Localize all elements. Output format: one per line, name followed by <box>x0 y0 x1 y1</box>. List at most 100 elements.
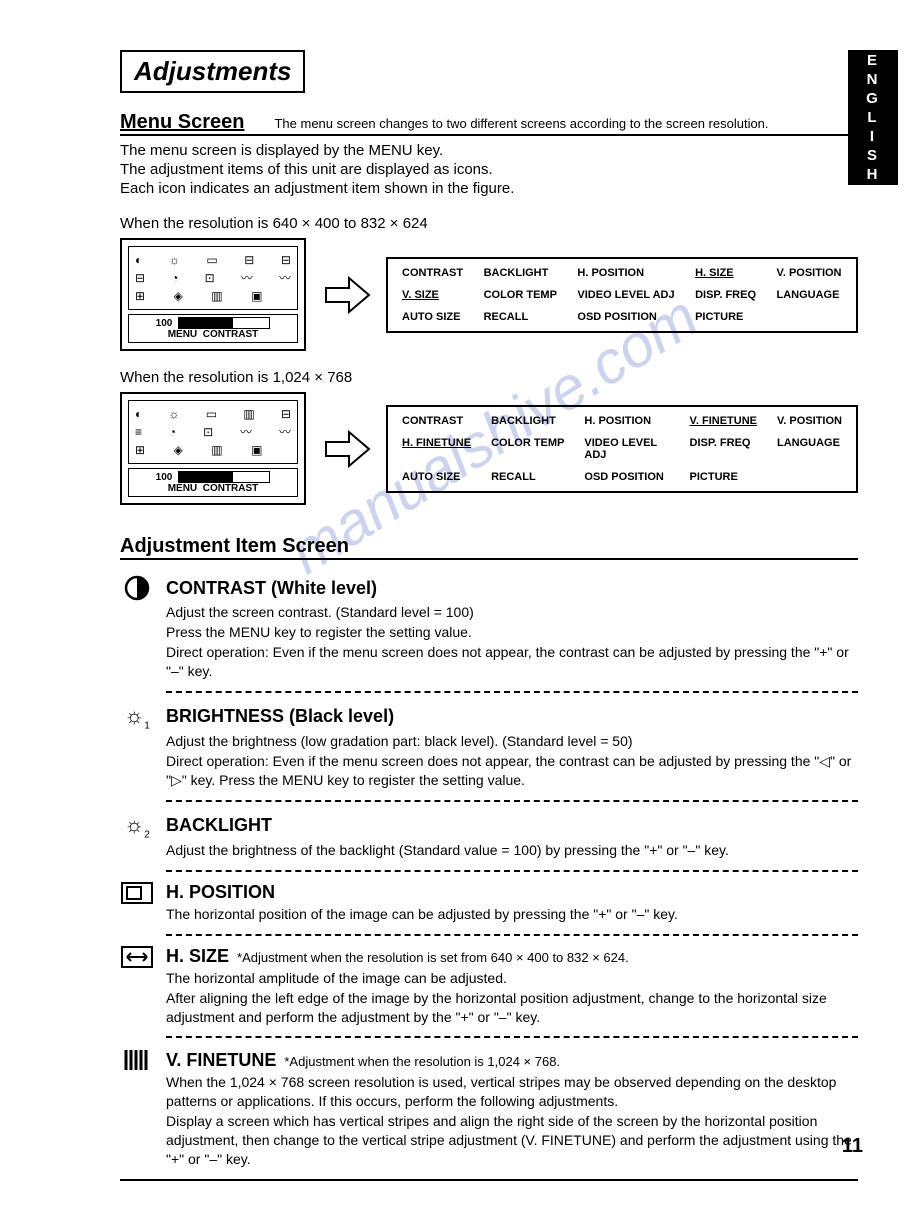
menu-label: AUTO SIZE <box>402 311 464 323</box>
osd-icon-grid: ◐☼▭▥⊟ ≡◔⊡〰〰 ⊞◈▥▣ <box>128 400 298 464</box>
menu-label: H. SIZE <box>695 267 756 279</box>
menu-label: BACKLIGHT <box>484 267 558 279</box>
osd-icon-grid: ◐☼▭⊟⊟ ⊟◔⊡〰〰 ⊞◈▥▣ <box>128 246 298 310</box>
intro-line: The adjustment items of this unit are di… <box>120 161 858 178</box>
item-body-line: The horizontal position of the image can… <box>166 905 858 924</box>
osd-box-1: ◐☼▭⊟⊟ ⊟◔⊡〰〰 ⊞◈▥▣ 100 MENU CONTRAST <box>120 238 306 351</box>
menu-label: LANGUAGE <box>777 437 842 461</box>
menu-label: DISP. FREQ <box>695 289 756 301</box>
menu-label: OSD POSITION <box>584 471 669 483</box>
page-title: Adjustments <box>120 50 305 93</box>
item-body-line: Adjust the screen contrast. (Standard le… <box>166 603 858 622</box>
item-title: H. SIZE <box>166 946 229 966</box>
bright1-icon: ☼1 <box>120 703 154 731</box>
menu-label: V. POSITION <box>777 267 843 279</box>
item-title: BACKLIGHT <box>166 815 272 835</box>
menu-label <box>777 471 842 483</box>
menu-screen-subtitle: The menu screen changes to two different… <box>274 116 768 131</box>
contrast-icon <box>120 574 154 602</box>
separator <box>166 1036 858 1038</box>
separator <box>166 934 858 936</box>
item-body: Adjust the brightness of the backlight (… <box>166 841 858 860</box>
osd-value: 100 <box>156 472 173 483</box>
item-body-line: Direct operation: Even if the menu scree… <box>166 643 858 681</box>
item-body-line: After aligning the left edge of the imag… <box>166 989 858 1027</box>
hsize-icon <box>120 946 154 968</box>
item-body-line: Press the MENU key to register the setti… <box>166 623 858 642</box>
menu-label: CONTRAST <box>402 267 464 279</box>
intro-line: Each icon indicates an adjustment item s… <box>120 180 858 197</box>
menu-label: PICTURE <box>695 311 756 323</box>
resolution-label-2: When the resolution is 1,024 × 768 <box>120 369 858 386</box>
item-body-line: Adjust the brightness of the backlight (… <box>166 841 858 860</box>
osd-status-2: 100 MENU CONTRAST <box>128 468 298 497</box>
item-body-line: The horizontal amplitude of the image ca… <box>166 969 858 988</box>
menu-label: BACKLIGHT <box>491 415 564 427</box>
adjustment-item: V. FINETUNE *Adjustment when the resoluti… <box>120 1048 858 1168</box>
panel-1: ◐☼▭⊟⊟ ⊟◔⊡〰〰 ⊞◈▥▣ 100 MENU CONTRAST CONTR… <box>120 238 858 351</box>
menu-label: DISP. FREQ <box>690 437 757 461</box>
menu-label: H. POSITION <box>584 415 669 427</box>
separator <box>120 1179 858 1181</box>
adjustment-item: CONTRAST (White level) Adjust the screen … <box>120 574 858 681</box>
intro-line: The menu screen is displayed by the MENU… <box>120 142 858 159</box>
osd-value: 100 <box>156 318 173 329</box>
item-body-line: When the 1,024 × 768 screen resolution i… <box>166 1073 858 1111</box>
bright2-icon: ☼2 <box>120 812 154 840</box>
osd-menu-label: MENU <box>168 483 197 494</box>
adjustment-item: ☼1 BRIGHTNESS (Black level) Adjust the bri… <box>120 703 858 790</box>
osd-box-2: ◐☼▭▥⊟ ≡◔⊡〰〰 ⊞◈▥▣ 100 MENU CONTRAST <box>120 392 306 505</box>
menu-label: COLOR TEMP <box>491 437 564 461</box>
menu-label: H. POSITION <box>577 267 675 279</box>
menu-screen-header: Menu Screen The menu screen changes to t… <box>120 111 858 136</box>
arrow-icon <box>321 424 371 474</box>
adjustment-item-heading: Adjustment Item Screen <box>120 535 858 560</box>
item-body-line: Display a screen which has vertical stri… <box>166 1112 858 1169</box>
menu-label: COLOR TEMP <box>484 289 558 301</box>
menu-label <box>777 311 843 323</box>
menu-label: V. SIZE <box>402 289 464 301</box>
menu-label: V. POSITION <box>777 415 842 427</box>
menu-label: RECALL <box>484 311 558 323</box>
menu-label: OSD POSITION <box>577 311 675 323</box>
adjustment-item: H. SIZE *Adjustment when the resolution i… <box>120 946 858 1027</box>
item-subtitle: *Adjustment when the resolution is set f… <box>237 950 629 965</box>
item-body-line: Direct operation: Even if the menu scree… <box>166 752 858 790</box>
menu-label: VIDEO LEVEL ADJ <box>577 289 675 301</box>
hpos-icon <box>120 882 154 904</box>
osd-item-name: CONTRAST <box>203 329 259 340</box>
menu-label: LANGUAGE <box>777 289 843 301</box>
item-body-line: Adjust the brightness (low gradation par… <box>166 732 858 751</box>
osd-status-1: 100 MENU CONTRAST <box>128 314 298 343</box>
item-subtitle: *Adjustment when the resolution is 1,024… <box>284 1054 560 1069</box>
resolution-label-1: When the resolution is 640 × 400 to 832 … <box>120 215 858 232</box>
item-title: CONTRAST (White level) <box>166 578 377 598</box>
item-title: BRIGHTNESS (Black level) <box>166 706 394 726</box>
menu-label: AUTO SIZE <box>402 471 471 483</box>
labels-box-1: CONTRAST BACKLIGHT H. POSITION H. SIZE V. PO… <box>386 257 858 333</box>
osd-item-name: CONTRAST <box>203 483 259 494</box>
menu-label: RECALL <box>491 471 564 483</box>
item-body: When the 1,024 × 768 screen resolution i… <box>166 1073 858 1168</box>
item-title: H. POSITION <box>166 882 275 902</box>
vfine-icon <box>120 1048 154 1072</box>
item-body: The horizontal amplitude of the image ca… <box>166 969 858 1027</box>
panel-2: ◐☼▭▥⊟ ≡◔⊡〰〰 ⊞◈▥▣ 100 MENU CONTRAST CONTR… <box>120 392 858 505</box>
intro-text: The menu screen is displayed by the MENU… <box>120 142 858 197</box>
item-body: The horizontal position of the image can… <box>166 905 858 924</box>
menu-label: VIDEO LEVEL ADJ <box>584 437 669 461</box>
menu-screen-title: Menu Screen <box>120 111 244 134</box>
osd-menu-label: MENU <box>168 329 197 340</box>
menu-label: PICTURE <box>690 471 757 483</box>
adjustment-item: ☼2 BACKLIGHT Adjust the brightness of the … <box>120 812 858 860</box>
item-title: V. FINETUNE <box>166 1050 276 1070</box>
arrow-icon <box>321 270 371 320</box>
separator <box>166 691 858 693</box>
separator <box>166 870 858 872</box>
item-body: Adjust the screen contrast. (Standard le… <box>166 603 858 681</box>
labels-box-2: CONTRAST BACKLIGHT H. POSITION V. FINETUNE V… <box>386 405 858 493</box>
menu-label: CONTRAST <box>402 415 471 427</box>
separator <box>166 800 858 802</box>
menu-label: V. FINETUNE <box>690 415 757 427</box>
menu-label: H. FINETUNE <box>402 437 471 461</box>
